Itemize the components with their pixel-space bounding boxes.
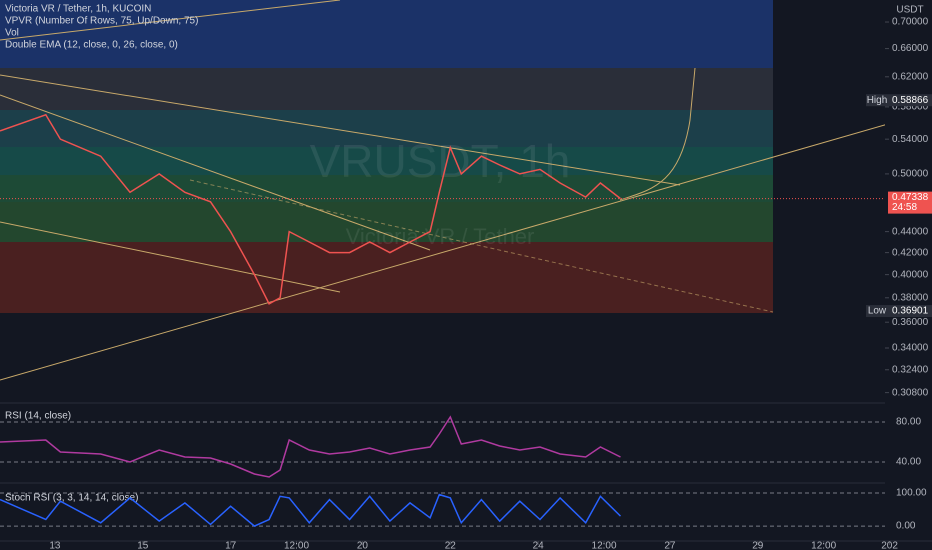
y-tick-label: 0.70000 [892, 17, 929, 28]
stoch_rsi-line [0, 493, 622, 527]
zone [0, 242, 773, 313]
watermark: VRUSDT, 1h [310, 135, 571, 187]
low-value-badge [888, 305, 932, 318]
y-tick-label: 0.38000 [892, 292, 929, 303]
indicator-label: Vol [5, 28, 19, 39]
y-tick-label: 0.62000 [892, 71, 929, 82]
rsi-line [0, 415, 621, 478]
low-badge [866, 305, 888, 318]
high-value: 0.58866 [892, 95, 929, 106]
x-tick-label: 13 [49, 541, 61, 550]
y-tick-label: 0.00 [896, 521, 916, 532]
last-price: 0.47338 [892, 192, 929, 203]
y-tick-label: 0.40000 [892, 269, 929, 280]
indicator-label: VPVR (Number Of Rows, 75, Up/Down, 75) [5, 16, 198, 27]
y-tick-label: 0.30800 [892, 387, 929, 398]
y-tick-label: 100.00 [896, 488, 927, 499]
x-tick-label: 202 [881, 541, 898, 550]
indicator-label: Double EMA (12, close, 0, 26, close, 0) [5, 40, 178, 51]
high-value-badge [888, 94, 932, 107]
zone [0, 68, 773, 110]
countdown: 24:58 [892, 202, 917, 213]
x-tick-label: 15 [137, 541, 149, 550]
rsi-title: RSI (14, close) [5, 411, 71, 422]
y-tick-label: 0.66000 [892, 43, 929, 54]
x-tick-label: 12:00 [811, 541, 836, 550]
low-value: 0.36901 [892, 306, 929, 317]
legend-title: Victoria VR / Tether, 1h, KUCOIN [5, 4, 151, 15]
y-tick-label: 0.58000 [892, 102, 929, 113]
high-label: High [867, 95, 888, 106]
zone [0, 147, 773, 175]
last-price-badge [888, 191, 932, 214]
trend-lines [0, 0, 889, 381]
y-tick-label: 0.44000 [892, 226, 929, 237]
x-tick-label: 17 [225, 541, 237, 550]
watermark-subtitle: Victoria VR / Tether [346, 224, 535, 249]
x-tick-label: 20 [357, 541, 369, 550]
y-tick-label: 0.50000 [892, 169, 929, 180]
y-tick-label: 0.54000 [892, 134, 929, 145]
high-badge [866, 94, 888, 107]
y-tick-label: 0.34000 [892, 343, 929, 354]
y-tick-label: 40.00 [896, 457, 921, 468]
x-tick-label: 22 [445, 541, 457, 550]
zone [0, 110, 773, 147]
y-tick-label: 0.32400 [892, 364, 929, 375]
x-tick-label: 27 [664, 541, 676, 550]
low-label: Low [868, 306, 887, 317]
x-tick-label: 12:00 [284, 541, 309, 550]
stoch-title: Stoch RSI (3, 3, 14, 14, close) [5, 493, 138, 504]
y-tick-label: 0.36000 [892, 317, 929, 328]
price-axis [885, 0, 932, 550]
axis-unit: USDT [896, 5, 923, 16]
price-line [0, 113, 621, 305]
y-tick-label: 0.42000 [892, 247, 929, 258]
x-tick-label: 12:00 [592, 541, 617, 550]
zone [0, 202, 773, 242]
y-tick-label: 80.00 [896, 417, 921, 428]
x-tick-label: 24 [533, 541, 545, 550]
x-tick-label: 29 [752, 541, 764, 550]
zone [0, 0, 773, 68]
